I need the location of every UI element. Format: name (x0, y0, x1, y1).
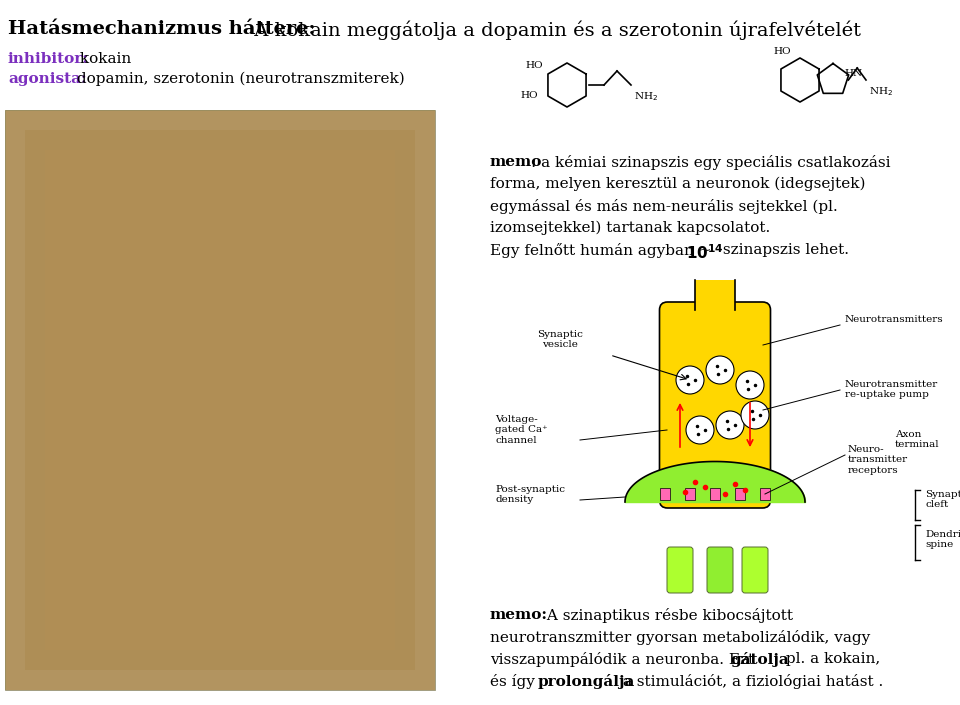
Circle shape (686, 416, 714, 444)
Bar (695, 280, 735, 310)
Text: inhibitor:: inhibitor: (8, 52, 89, 66)
Text: Synaptic
vesicle: Synaptic vesicle (537, 330, 583, 350)
Text: : a kémiai szinapszis egy speciális csatlakozási: : a kémiai szinapszis egy speciális csat… (531, 155, 891, 170)
FancyBboxPatch shape (45, 150, 395, 650)
Circle shape (741, 401, 769, 429)
Text: prolongálja: prolongálja (538, 674, 636, 689)
Text: NH$_2$: NH$_2$ (634, 90, 658, 103)
Circle shape (716, 411, 744, 439)
Text: HO: HO (520, 92, 539, 101)
Text: Dendritic
spine: Dendritic spine (925, 530, 960, 549)
Bar (685, 488, 695, 500)
Text: Synaptic
cleft: Synaptic cleft (925, 490, 960, 510)
FancyBboxPatch shape (5, 110, 435, 690)
Bar (660, 488, 670, 500)
Text: a stimulációt, a fiziológiai hatást .: a stimulációt, a fiziológiai hatást . (618, 674, 883, 689)
FancyBboxPatch shape (667, 547, 693, 593)
Text: HO: HO (774, 47, 791, 56)
Circle shape (676, 366, 704, 394)
Bar (760, 488, 770, 500)
Text: dopamin, szerotonin (neurotranszmiterek): dopamin, szerotonin (neurotranszmiterek) (72, 72, 405, 87)
Text: HO: HO (525, 61, 542, 70)
Circle shape (736, 371, 764, 399)
Text: Neuro-
transmitter
receptors: Neuro- transmitter receptors (848, 445, 908, 474)
Text: gátolja: gátolja (730, 652, 789, 667)
FancyBboxPatch shape (660, 302, 771, 508)
Bar (490, 300, 945, 590)
Circle shape (706, 356, 734, 384)
Bar (735, 488, 745, 500)
Text: neurotranszmitter gyorsan metabolizálódik, vagy: neurotranszmitter gyorsan metabolizálódi… (490, 630, 871, 645)
Text: memo:: memo: (490, 608, 548, 622)
Text: A kokain meggátolja a dopamin és a szerotonin újrafelvételét: A kokain meggátolja a dopamin és a szero… (248, 20, 861, 39)
Text: A szinaptikus résbe kibocsájtott: A szinaptikus résbe kibocsájtott (542, 608, 793, 623)
Text: forma, melyen keresztül a neuronok (idegsejtek): forma, melyen keresztül a neuronok (ideg… (490, 177, 866, 191)
Text: Post-synaptic
density: Post-synaptic density (495, 485, 565, 504)
Text: Neurotransmitters: Neurotransmitters (845, 315, 944, 324)
Text: Axon
terminal: Axon terminal (895, 430, 940, 449)
Text: HN: HN (844, 69, 862, 78)
Text: $\mathbf{10^{14}}$: $\mathbf{10^{14}}$ (686, 243, 724, 262)
Text: memo: memo (490, 155, 542, 169)
Text: visszapumpálódik a neuronba. Ezt: visszapumpálódik a neuronba. Ezt (490, 652, 759, 667)
Text: izomsejtekkel) tartanak kapcsolatot.: izomsejtekkel) tartanak kapcsolatot. (490, 221, 770, 235)
Text: Neurotransmitter
re-uptake pump: Neurotransmitter re-uptake pump (845, 380, 938, 400)
Bar (710, 488, 720, 500)
Text: és így: és így (490, 674, 540, 689)
Text: kokain: kokain (75, 52, 132, 66)
Text: pl. a kokain,: pl. a kokain, (781, 652, 880, 666)
FancyBboxPatch shape (707, 547, 733, 593)
Text: NH$_2$: NH$_2$ (869, 85, 893, 98)
Text: Egy felnőtt humán agyban ~: Egy felnőtt humán agyban ~ (490, 243, 711, 258)
FancyBboxPatch shape (25, 130, 415, 670)
Text: Voltage-
gated Ca⁺
channel: Voltage- gated Ca⁺ channel (495, 415, 547, 445)
Text: egymással és más nem-neurális sejtekkel (pl.: egymással és más nem-neurális sejtekkel … (490, 199, 838, 214)
FancyBboxPatch shape (5, 110, 435, 690)
Text: szinapszis lehet.: szinapszis lehet. (718, 243, 849, 257)
FancyBboxPatch shape (742, 547, 768, 593)
Text: agonista:: agonista: (8, 72, 86, 86)
Text: Hatásmechanizmus háttere:: Hatásmechanizmus háttere: (8, 20, 316, 38)
